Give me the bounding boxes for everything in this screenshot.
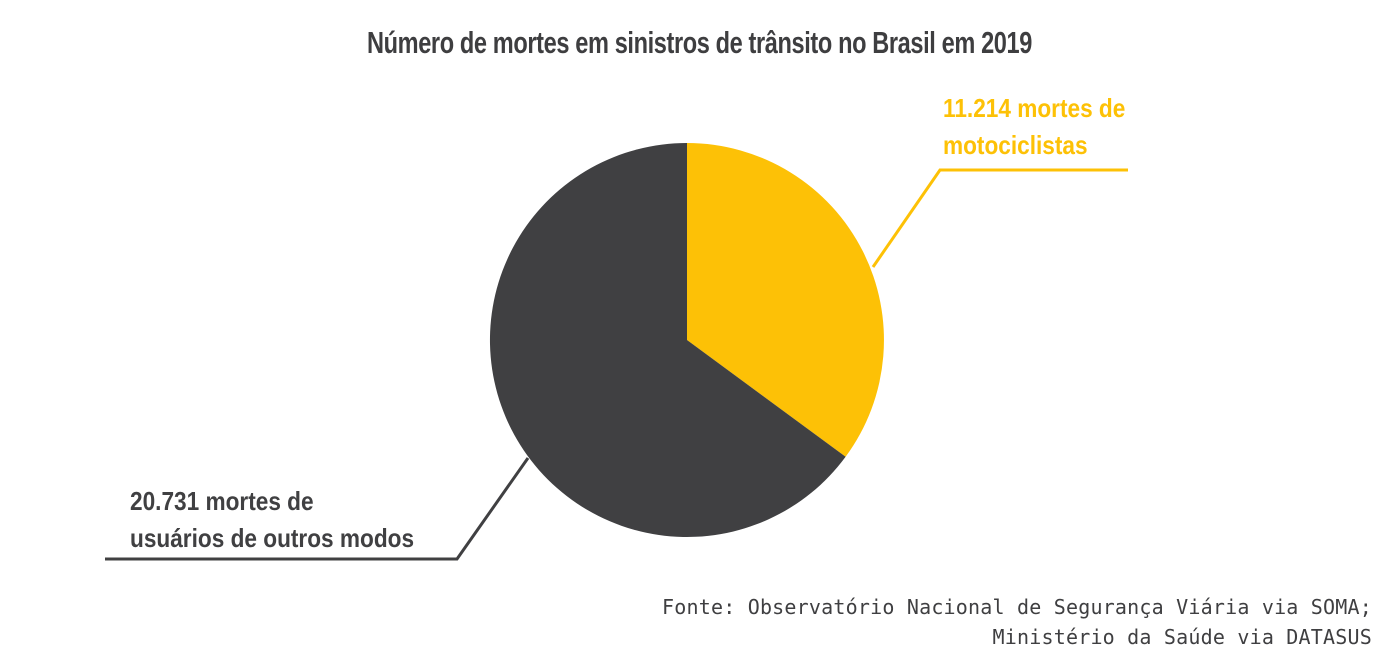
leader-line-motorcyclists	[871, 168, 1128, 268]
title-row: Número de mortes em sinistros de trânsit…	[0, 25, 1399, 61]
annotation-other-modes-line2: usuários de outros modos	[130, 523, 415, 553]
leader-line-other-modes	[105, 457, 530, 561]
source-note-line2: Ministério da Saúde via DATASUS	[992, 625, 1372, 649]
annotation-motorcyclists-line2: motociclistas	[943, 130, 1088, 160]
annotation-other-modes-line1: 20.731 mortes de	[130, 486, 314, 516]
chart-title: Número de mortes em sinistros de trânsit…	[367, 25, 1032, 60]
annotation-motorcyclists-line1: 11.214 mortes de	[943, 93, 1126, 123]
annotation-other-modes: 20.731 mortes de usuários de outros modo…	[130, 483, 414, 557]
pie-slice-other-modes	[489, 143, 846, 537]
annotation-motorcyclists: 11.214 mortes de motociclistas	[943, 90, 1125, 164]
source-note-line1: Fonte: Observatório Nacional de Seguranç…	[662, 595, 1372, 619]
source-note: Fonte: Observatório Nacional de Seguranç…	[662, 592, 1372, 652]
pie-slice-motorcyclists	[687, 143, 884, 457]
